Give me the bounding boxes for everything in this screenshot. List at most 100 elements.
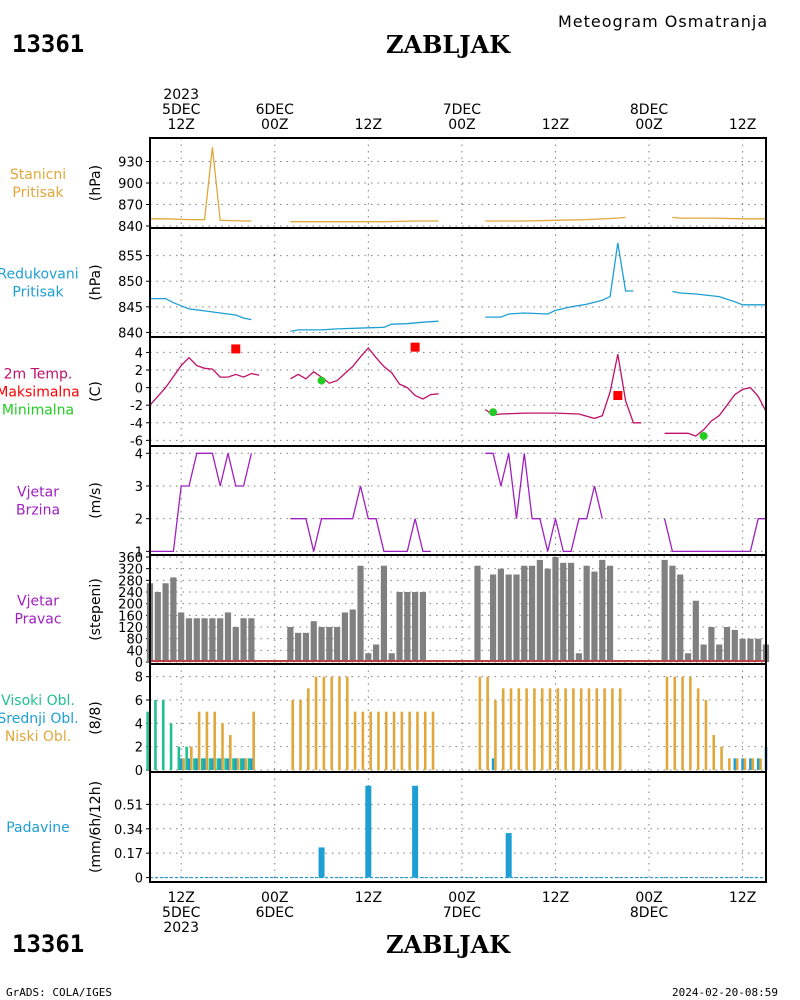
ytick-label-reduced_pressure-3: 855 xyxy=(118,250,143,265)
series-clouds-2-bar-10 xyxy=(291,700,294,770)
series-clouds-2-bar-7 xyxy=(236,758,240,770)
ytick-label-precipitation-1: 0.17 xyxy=(114,847,143,862)
series-wind_direction-0-bar-13 xyxy=(248,618,255,662)
ytick-label-station_pressure-3: 930 xyxy=(118,156,143,171)
ytick-label-precipitation-2: 0.34 xyxy=(114,823,143,838)
meteogram-title: Meteogram Osmatranja xyxy=(558,12,769,31)
series-wind_direction-0-bar-24 xyxy=(365,653,372,662)
series-reduced_pressure-0-seg-2 xyxy=(485,242,634,318)
ytick-label-wind_speed-3: 4 xyxy=(135,447,143,462)
ytick-label-clouds-4: 8 xyxy=(135,671,143,686)
series-clouds-1-bar-5 xyxy=(218,758,222,770)
series-wind_direction-0-bar-52 xyxy=(684,653,692,662)
series-wind_direction-0-bar-28 xyxy=(396,592,403,662)
series-clouds-0-bar-9 xyxy=(216,758,220,770)
station-name-bottom: ZABLJAK xyxy=(386,930,511,959)
time-label-top-0-1: 5DEC xyxy=(162,102,201,118)
time-label-top-1-0: 6DEC xyxy=(256,102,295,118)
panel-label-station_pressure-0: Stanicni xyxy=(10,167,66,183)
series-clouds-2-bar-30 xyxy=(486,676,489,770)
ytick-label-temperature-4: 2 xyxy=(135,364,143,379)
series-clouds-2-bar-58 xyxy=(743,758,747,770)
series-clouds-2-bar-8 xyxy=(244,758,248,770)
ytick-label-temperature-5: 4 xyxy=(135,346,143,361)
series-clouds-0-bar-8 xyxy=(208,758,212,770)
series-precipitation-0-bar-1 xyxy=(365,785,372,878)
series-clouds-0-bar-4 xyxy=(177,746,181,770)
series-wind_direction-0-bar-49 xyxy=(661,559,668,662)
panel-label-wind_direction-1: Pravac xyxy=(14,612,61,628)
series-clouds-2-bar-60 xyxy=(759,758,762,770)
series-station_pressure-0-seg-2 xyxy=(485,216,626,222)
ytick-label-wind_direction-7: 280 xyxy=(118,574,143,589)
series-clouds-1-bar-2 xyxy=(195,758,199,770)
series-clouds-2-bar-55 xyxy=(720,746,723,770)
series-wind_direction-0-bar-35 xyxy=(505,574,512,662)
series-wind_direction-0-bar-17 xyxy=(310,621,317,662)
panel-label-clouds-0: Visoki Obl. xyxy=(1,693,75,709)
series-precipitation-0-bar-2 xyxy=(412,785,419,878)
series-precipitation-0-bar-0 xyxy=(318,847,325,878)
series-clouds-2-bar-34 xyxy=(517,688,521,770)
time-label-bottom-3-0: 00Z xyxy=(448,890,475,906)
series-clouds-2-bar-26 xyxy=(416,711,419,770)
panel-unit-temperature: (C) xyxy=(88,381,104,402)
series-clouds-0-bar-0 xyxy=(146,711,149,770)
ytick-label-wind_direction-5: 200 xyxy=(118,598,143,613)
series-clouds-2-bar-36 xyxy=(533,688,536,770)
series-wind_direction-0-bar-51 xyxy=(677,574,684,662)
station-name-top: ZABLJAK xyxy=(386,30,511,59)
ytick-label-reduced_pressure-1: 845 xyxy=(118,301,143,316)
panel-unit-precipitation: (mm/6h/12h) xyxy=(88,781,104,873)
series-clouds-2-bar-29 xyxy=(478,676,482,770)
series-clouds-2-bar-5 xyxy=(221,723,224,770)
panel-unit-wind_direction: (stepeni) xyxy=(88,578,104,641)
series-clouds-2-bar-25 xyxy=(408,711,411,770)
series-wind_direction-0-bar-4 xyxy=(178,612,185,662)
ytick-label-reduced_pressure-2: 850 xyxy=(118,275,143,290)
tmin-marker-0 xyxy=(317,376,326,385)
series-wind_direction-0-bar-59 xyxy=(739,638,746,662)
series-wind_direction-0-bar-26 xyxy=(380,565,388,662)
time-label-top-4-0: 12Z xyxy=(542,117,569,133)
series-wind_direction-0-bar-53 xyxy=(692,600,699,662)
ytick-label-temperature-0: -6 xyxy=(130,434,143,449)
series-wind_speed-0-seg-2 xyxy=(485,452,603,553)
series-reduced_pressure-0-seg-1 xyxy=(290,320,439,333)
tmax-marker-2 xyxy=(613,391,623,401)
ytick-label-wind_speed-0: 1 xyxy=(135,545,143,560)
series-clouds-2-bar-17 xyxy=(345,676,349,770)
series-clouds-2-bar-21 xyxy=(377,711,380,770)
ytick-label-station_pressure-1: 870 xyxy=(118,199,143,214)
series-clouds-2-bar-6 xyxy=(229,735,232,770)
series-clouds-2-bar-50 xyxy=(681,676,684,770)
series-clouds-1-bar-9 xyxy=(250,758,253,770)
series-clouds-1-bar-12 xyxy=(741,758,744,770)
series-wind_direction-0-bar-16 xyxy=(302,632,310,662)
series-wind_direction-0-bar-2 xyxy=(162,583,169,662)
panel-label-clouds-2: Niski Obl. xyxy=(5,729,71,745)
ytick-label-precipitation-3: 0.51 xyxy=(114,798,143,813)
series-temperature-0-seg-3 xyxy=(664,386,767,437)
series-wind_direction-0-bar-12 xyxy=(240,618,247,662)
series-clouds-2-bar-38 xyxy=(548,688,552,770)
ytick-label-wind_direction-8: 320 xyxy=(118,563,143,578)
series-wind_direction-0-bar-32 xyxy=(474,565,481,662)
series-reduced_pressure-0-seg-0 xyxy=(150,297,252,321)
time-label-top-5-1: 00Z xyxy=(635,117,662,133)
tmax-marker-1 xyxy=(410,342,420,352)
footer-credit: GrADS: COLA/IGES xyxy=(6,986,112,999)
series-clouds-2-bar-19 xyxy=(361,711,365,770)
panel-label-precipitation-0: Padavine xyxy=(6,820,70,836)
series-wind_direction-0-bar-34 xyxy=(497,568,504,662)
series-clouds-1-bar-8 xyxy=(242,758,245,770)
series-clouds-2-bar-4 xyxy=(213,711,217,770)
ytick-label-temperature-2: -2 xyxy=(130,399,143,414)
series-clouds-0-bar-12 xyxy=(239,758,243,770)
series-wind_speed-0-seg-1 xyxy=(290,485,431,553)
time-label-bottom-0-2: 2023 xyxy=(163,920,199,936)
ytick-label-wind_direction-0: 0 xyxy=(135,656,143,671)
series-clouds-2-bar-12 xyxy=(306,688,310,770)
series-wind_direction-0-bar-3 xyxy=(170,577,177,662)
